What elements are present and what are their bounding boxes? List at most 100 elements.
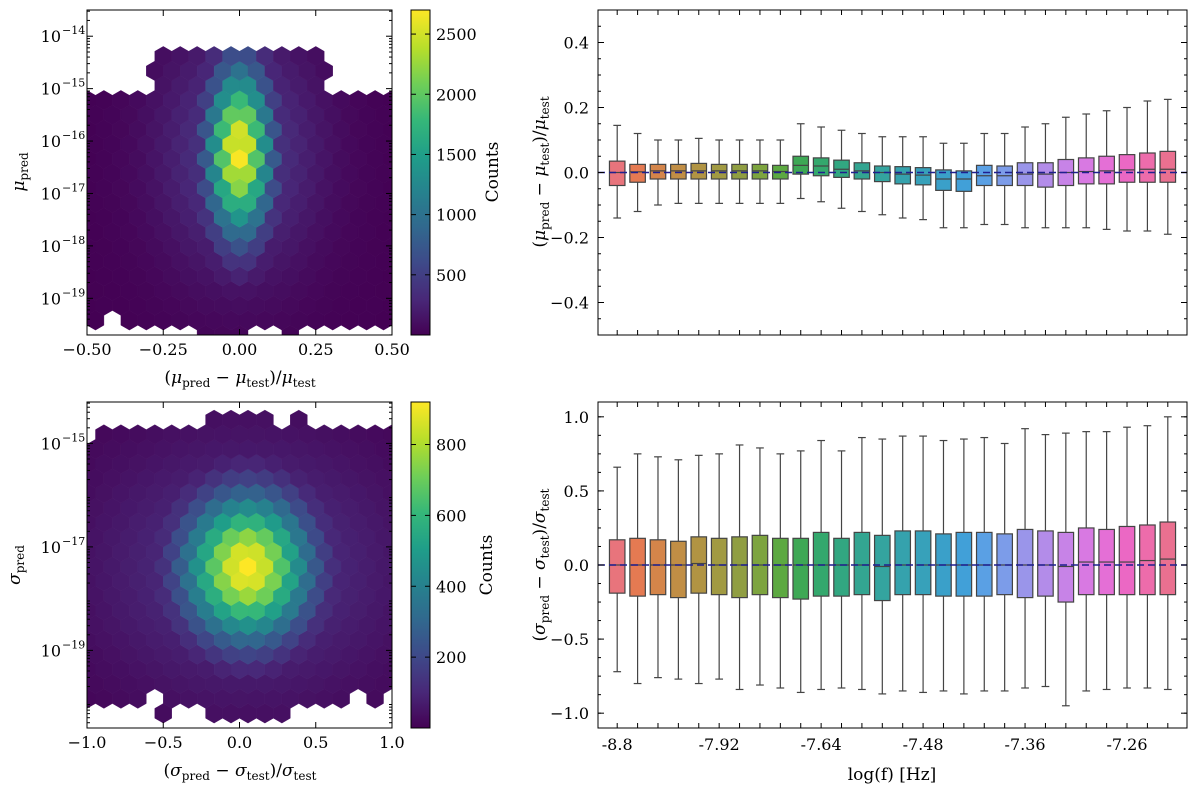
hexbin-cell <box>391 561 392 572</box>
x-tick-label: -7.36 <box>1005 735 1046 754</box>
y-tick-label: 10 <box>41 641 61 660</box>
hexbin-cell <box>87 168 88 179</box>
sigma-boxplot-xlabel: log(f) [Hz] <box>848 765 937 785</box>
hexbin-cell <box>391 620 392 631</box>
hexbin-cell <box>62 90 79 110</box>
mu-boxplot-ylabel: (μpred − μtest)/μtest <box>530 96 552 247</box>
hexbin-cell <box>391 502 392 514</box>
hexbin-cell <box>87 473 88 484</box>
box-iqr <box>629 537 646 597</box>
hexbin-cell <box>87 315 88 326</box>
box-iqr <box>670 163 687 180</box>
hexbin-cell <box>62 513 79 533</box>
sigma-colorbar-label: Counts <box>477 535 497 596</box>
y-tick-label: 10 <box>41 132 61 151</box>
hexbin-cell <box>391 473 392 484</box>
y-tick-exponent: −19 <box>62 286 85 299</box>
y-tick-label: 0.4 <box>564 34 589 53</box>
box-iqr <box>629 163 646 183</box>
colorbar-tick-label: 200 <box>436 648 467 667</box>
hexbin-cell <box>87 620 88 631</box>
box-iqr <box>894 166 912 185</box>
box-iqr <box>1057 531 1075 603</box>
x-tick-label: -7.92 <box>699 735 740 754</box>
y-tick-label: 0.2 <box>564 99 589 118</box>
y-tick-label: 10 <box>41 289 61 308</box>
hexbin-cell <box>391 197 392 209</box>
sigma-colorbar-bar <box>410 401 431 729</box>
hexbin-cell <box>391 256 392 267</box>
hexbin-cell <box>62 454 79 474</box>
x-tick-label: 0.50 <box>374 340 410 359</box>
hexbin-cell <box>87 678 88 690</box>
hexbin-cell <box>391 678 392 690</box>
hexbin-cell <box>391 139 392 150</box>
mu-boxplot-boxes <box>598 98 1187 235</box>
x-tick-label: 0.25 <box>298 340 334 359</box>
box-iqr <box>873 534 891 602</box>
y-tick-label: 10 <box>41 80 61 99</box>
sigma-boxplot-ylabel: (σpred − σtest)/σtest <box>530 488 552 641</box>
box-iqr <box>649 163 667 180</box>
hexbin-cell <box>391 532 392 543</box>
box-iqr <box>1139 152 1156 183</box>
hexbin-cell <box>391 227 392 238</box>
box-iqr <box>751 163 769 180</box>
box-iqr <box>1077 157 1095 185</box>
hexbin-cell <box>62 572 79 592</box>
box-iqr <box>1159 521 1177 596</box>
y-tick-label: 0.0 <box>564 164 589 183</box>
sigma-colorbar-ticks: 200 400 600 800 <box>411 436 467 667</box>
hexbin-cell <box>87 561 88 572</box>
box-iqr <box>914 167 932 186</box>
mu-hexbin-cells <box>62 46 392 335</box>
y-tick-label: 10 <box>41 538 61 557</box>
mu-hexbin-ylabel: μpred <box>9 152 31 192</box>
y-tick-label: −0.5 <box>550 630 589 649</box>
box-iqr <box>710 163 728 180</box>
x-tick-label: −0.50 <box>62 340 111 359</box>
box-iqr <box>894 530 912 596</box>
colorbar-tick-label: 400 <box>436 577 467 596</box>
sigma-hexbin-ylabel: σpred <box>5 545 27 585</box>
y-tick-exponent: −14 <box>62 24 85 37</box>
box-iqr <box>710 537 728 596</box>
x-tick-label: −1.0 <box>68 733 107 752</box>
x-tick-label: 0.0 <box>227 733 252 752</box>
mu-hexbin-xlabel: (μpred − μtest)/μtest <box>164 368 315 390</box>
hexbin-cell <box>383 424 392 445</box>
box-iqr <box>914 530 932 596</box>
box-iqr <box>873 165 891 183</box>
hexbin-cell <box>391 168 392 179</box>
box-iqr <box>1037 530 1054 597</box>
y-tick-label: 10 <box>41 237 61 256</box>
hexbin-cell <box>383 90 392 111</box>
y-tick-label: 0.5 <box>564 482 589 501</box>
hexbin-cell <box>391 80 392 91</box>
x-tick-label: -7.48 <box>903 735 944 754</box>
y-tick-label: 1.0 <box>564 408 589 427</box>
y-tick-exponent: −19 <box>62 638 85 651</box>
box-iqr <box>1118 525 1136 596</box>
y-tick-exponent: −15 <box>62 431 85 444</box>
box-iqr <box>608 539 626 594</box>
hexbin-cell <box>307 46 325 67</box>
hexbin-cell <box>62 208 79 228</box>
hexbin-cell <box>391 649 392 660</box>
y-tick-label: −1.0 <box>550 704 589 723</box>
box-iqr <box>771 537 789 599</box>
x-tick-label: 0.5 <box>303 733 328 752</box>
box-iqr <box>1139 524 1156 596</box>
mu-colorbar-label: Counts <box>483 142 503 203</box>
y-tick-exponent: −16 <box>62 129 85 142</box>
hexbin-cell <box>62 660 79 680</box>
colorbar-tick-label: 2000 <box>436 85 477 104</box>
y-tick-exponent: −17 <box>62 181 85 194</box>
box-iqr <box>1159 150 1177 183</box>
hexbin-cell <box>87 109 88 121</box>
box-iqr <box>792 537 810 600</box>
mu-colorbar-bar <box>410 9 431 336</box>
